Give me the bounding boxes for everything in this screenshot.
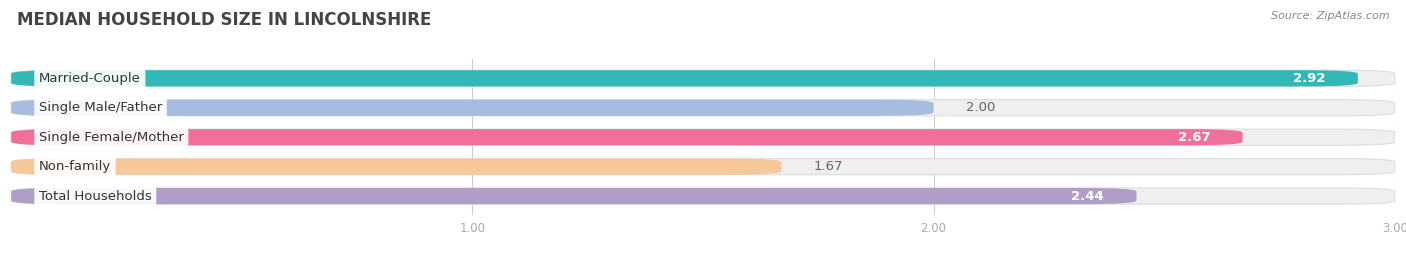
Text: 2.44: 2.44	[1071, 190, 1104, 203]
FancyBboxPatch shape	[11, 188, 1136, 204]
Text: Married-Couple: Married-Couple	[39, 72, 141, 85]
Text: MEDIAN HOUSEHOLD SIZE IN LINCOLNSHIRE: MEDIAN HOUSEHOLD SIZE IN LINCOLNSHIRE	[17, 11, 432, 29]
Text: Total Households: Total Households	[39, 190, 152, 203]
Text: Single Male/Father: Single Male/Father	[39, 101, 162, 114]
Text: Non-family: Non-family	[39, 160, 111, 173]
FancyBboxPatch shape	[11, 129, 1395, 145]
Text: Single Female/Mother: Single Female/Mother	[39, 131, 184, 144]
FancyBboxPatch shape	[11, 188, 1395, 204]
Text: 2.00: 2.00	[966, 101, 995, 114]
FancyBboxPatch shape	[11, 70, 1395, 86]
FancyBboxPatch shape	[11, 158, 1395, 175]
Text: 2.67: 2.67	[1178, 131, 1211, 144]
FancyBboxPatch shape	[11, 100, 1395, 116]
Text: Source: ZipAtlas.com: Source: ZipAtlas.com	[1271, 11, 1389, 21]
FancyBboxPatch shape	[11, 129, 1243, 145]
FancyBboxPatch shape	[11, 70, 1358, 86]
FancyBboxPatch shape	[11, 100, 934, 116]
FancyBboxPatch shape	[11, 158, 782, 175]
Text: 2.92: 2.92	[1294, 72, 1326, 85]
Text: 1.67: 1.67	[814, 160, 844, 173]
